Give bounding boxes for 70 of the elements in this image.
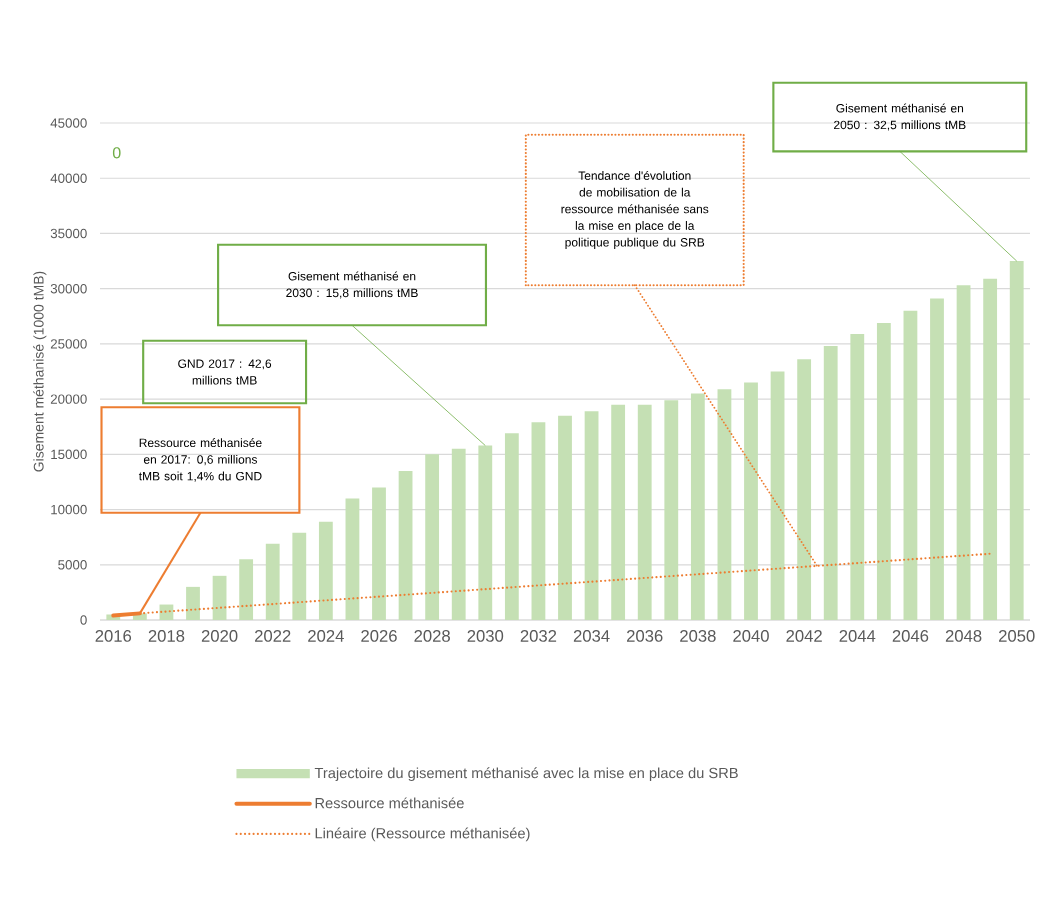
x-tick-label: 2016 [95,630,132,642]
y-tick-label: 15000 [51,449,87,460]
y-tick-label: 35000 [50,228,87,239]
bar [292,532,307,620]
y-tick-label: 30000 [50,283,87,294]
y-tick-label: 20000 [50,394,87,404]
bar [611,404,626,620]
bar [797,359,812,620]
bar [876,322,891,620]
x-tick-label: 2032 [520,630,557,642]
bar [212,575,227,620]
bar [983,278,998,620]
legend-label: Ressource méthanisée [315,797,464,809]
bar [823,346,838,620]
annotation: Ressource méthanisée en 2017: 0,6 millions tMB soit 1,4% du GND [138,438,262,482]
x-tick-label: 2020 [201,630,238,642]
annotation: Tendance d'évolution de mobilisation de la ressource méthanisée sans la mise en place de la politique publique du SRB [561,170,709,249]
y-tick-label: 5000 [58,560,87,570]
bar [239,559,254,620]
bar [584,411,599,620]
bar [956,285,971,620]
annotation: Gisement méthanisé en 2050 : 32,5 millions tMB [834,103,966,131]
bar [903,310,918,620]
y-tick-label: 25000 [50,339,87,349]
y-tick-label: 0 [80,615,87,625]
bar [850,333,865,620]
x-tick-label: 2044 [839,630,876,642]
x-tick-label: 2028 [414,630,450,642]
bar [1009,261,1024,620]
bar [637,404,652,620]
x-tick-label: 2018 [148,630,185,642]
bar [504,433,519,620]
bar [717,389,732,620]
y-axis-title: Gisement méthanisé (1000 tMB) [33,271,47,472]
bar [531,422,546,620]
x-tick-label: 2038 [680,630,716,642]
y-tick-label: 45000 [50,118,87,128]
x-tick-label: 2048 [945,630,982,642]
x-tick-label: 2042 [786,630,822,642]
bar [318,521,333,620]
bar [425,454,440,620]
legend-label: Trajectoire du gisement méthanisé avec la mise en place du SRB [314,767,738,782]
x-tick-label: 2030 [467,630,504,642]
bar [690,393,705,620]
bar [478,445,493,620]
bar [770,371,785,620]
bar [265,543,280,620]
x-tick-label: 2050 [999,630,1035,642]
bar [930,298,944,620]
bar [664,400,679,620]
bar [186,586,200,620]
x-tick-label: 2022 [255,630,291,642]
x-tick-label: 2026 [361,630,397,642]
x-tick-label: 2040 [733,630,769,642]
x-tick-label: 2034 [573,630,610,642]
x-tick-label: 2024 [308,630,344,642]
y-tick-label: 10000 [51,504,87,515]
bar [744,382,758,620]
x-tick-label: 2036 [627,630,663,642]
legend-label: Linéaire (Ressource méthanisée) [315,827,530,842]
x-tick-label: 2046 [892,630,929,642]
annotation: GND 2017 : 42,6 millions tMB [178,359,272,385]
bar [451,448,466,620]
bar [558,415,572,620]
annotation: 0 [112,147,121,159]
bar [345,498,360,620]
bar [372,487,386,620]
bar [398,470,413,620]
y-tick-label: 40000 [50,173,87,183]
annotation: Gisement méthanisé en 2030 : 15,8 millions tMB [286,271,418,299]
